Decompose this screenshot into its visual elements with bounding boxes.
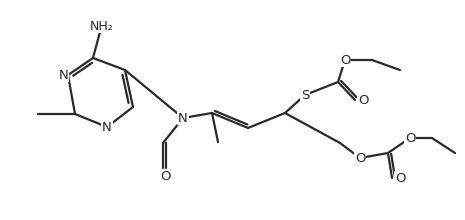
Text: N: N — [178, 112, 188, 125]
Text: O: O — [340, 53, 350, 66]
Text: O: O — [160, 169, 170, 183]
Text: S: S — [301, 88, 309, 101]
Text: O: O — [355, 152, 365, 165]
Text: NH₂: NH₂ — [90, 20, 114, 33]
Text: O: O — [358, 94, 368, 106]
Text: N: N — [102, 121, 112, 134]
Text: O: O — [395, 172, 405, 185]
Text: O: O — [405, 132, 415, 145]
Text: N: N — [58, 68, 68, 81]
